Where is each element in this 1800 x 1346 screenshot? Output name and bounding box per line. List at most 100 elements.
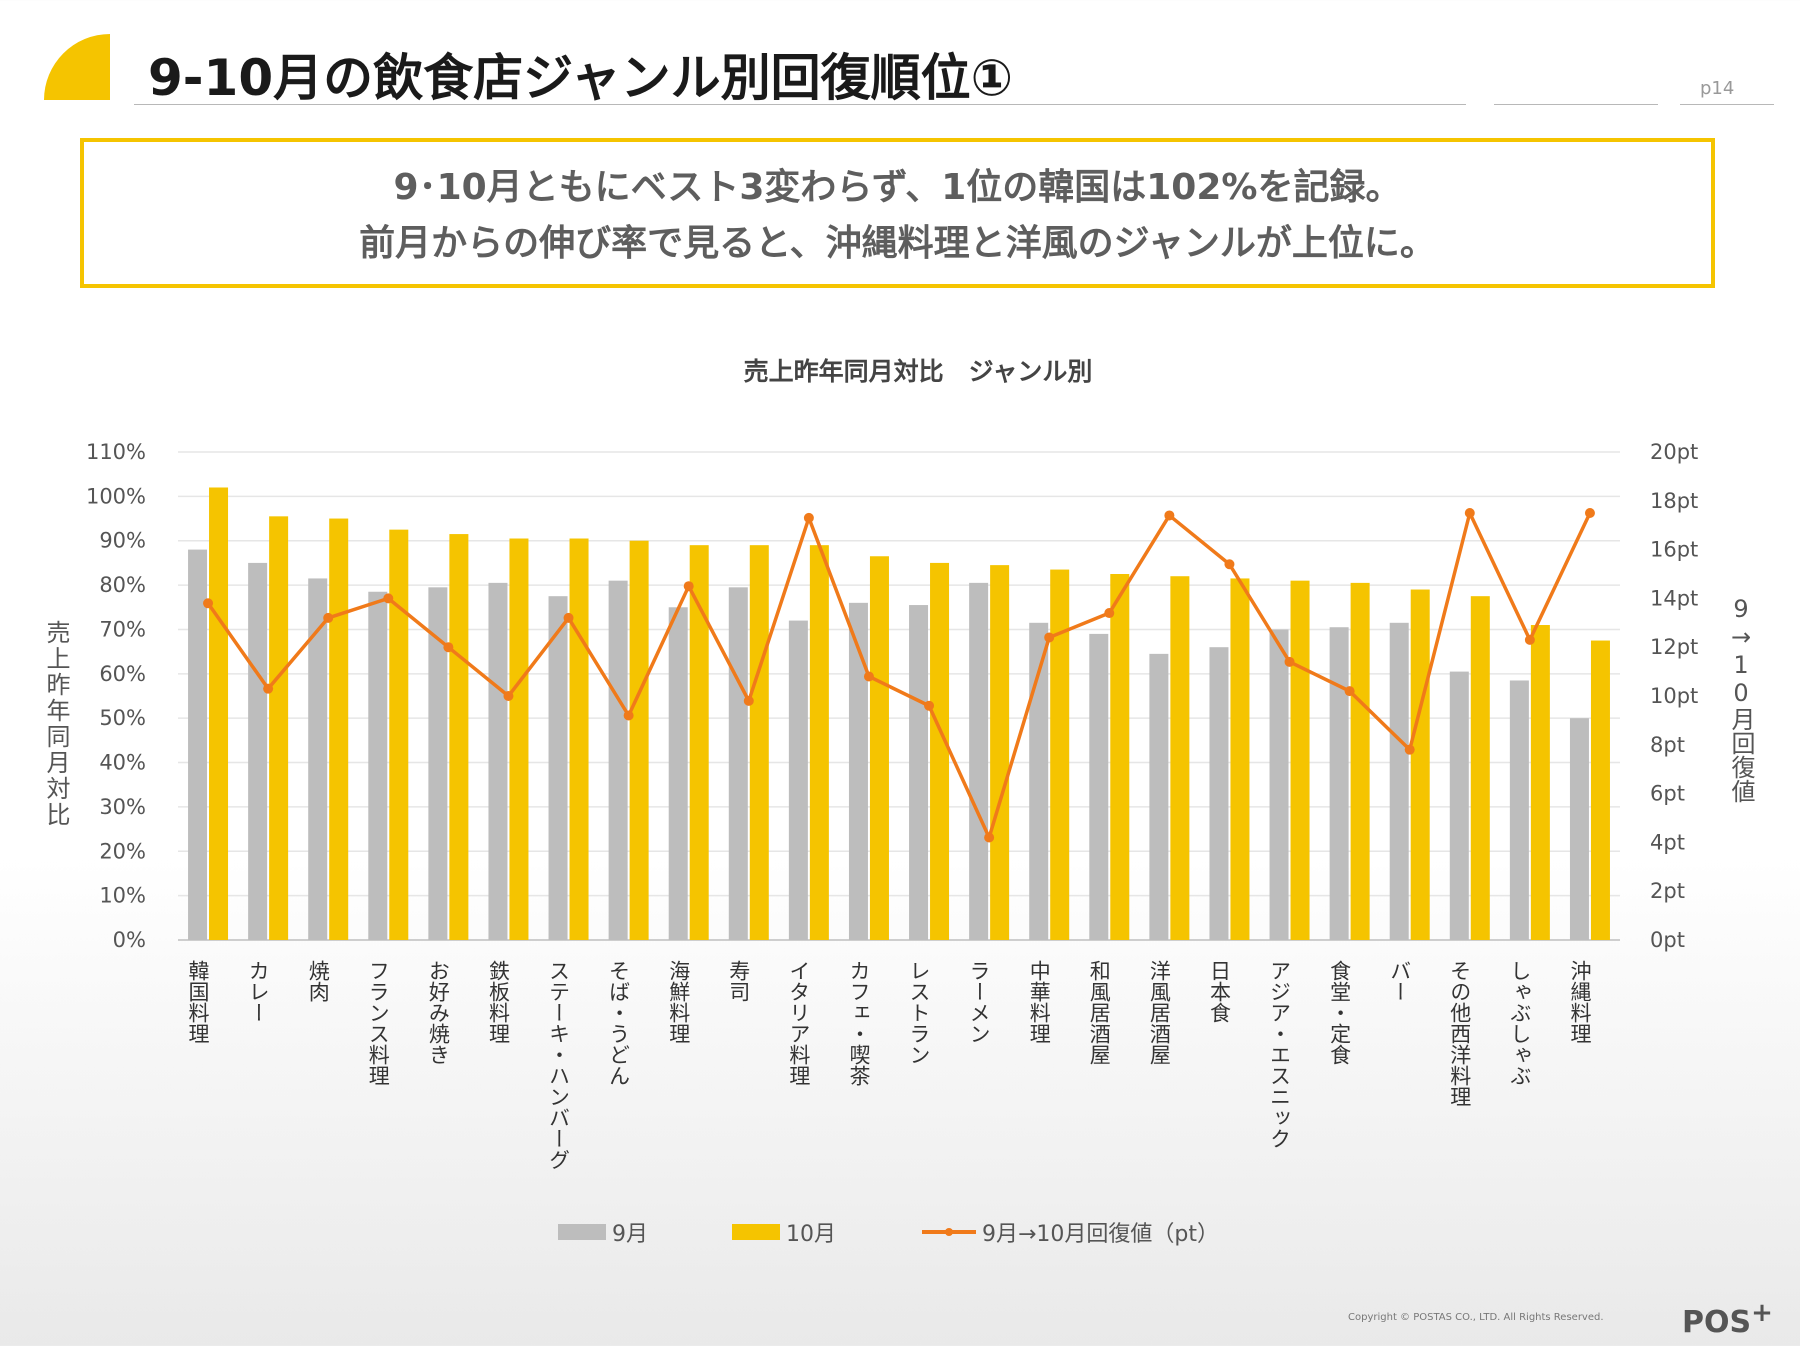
- y-tick-label: 50%: [99, 706, 146, 730]
- x-tick-label: その他西洋料理: [1448, 960, 1472, 1107]
- line-point: [743, 695, 754, 706]
- y-tick-label: 110%: [86, 440, 146, 464]
- y2-tick-label: 20pt: [1650, 440, 1698, 464]
- line-point: [443, 642, 454, 653]
- title-divider-3: [1680, 104, 1774, 105]
- y-axis-title-left: 売上昨年同月対比: [42, 620, 70, 828]
- bar-oct: [629, 540, 649, 940]
- legend-swatch-recovery: [922, 1228, 976, 1236]
- bar-oct: [1350, 582, 1370, 940]
- chart-title: 売上昨年同月対比 ジャンル別: [743, 357, 1093, 386]
- line-point: [563, 612, 574, 623]
- y-tick-label: 100%: [86, 484, 146, 508]
- y-axis-title-right: 9→10月回復値: [1727, 595, 1755, 803]
- line-point: [1584, 508, 1595, 518]
- line-point: [1044, 632, 1055, 643]
- bar-oct: [209, 487, 229, 940]
- bar-sep: [428, 587, 448, 940]
- bar-sep: [848, 602, 868, 940]
- y2-tick-label: 14pt: [1650, 586, 1698, 610]
- x-tick-label: 洋風居酒屋: [1147, 960, 1171, 1065]
- bar-sep: [1209, 647, 1229, 940]
- x-tick-label: 寿司: [727, 960, 751, 1002]
- y2-tick-label: 2pt: [1650, 879, 1685, 903]
- bar-oct: [1110, 574, 1130, 940]
- y2-tick-label: 8pt: [1650, 733, 1685, 757]
- bar-sep: [548, 596, 568, 940]
- line-point: [263, 683, 274, 694]
- legend-label-oct: 10月: [786, 1222, 836, 1247]
- bar-oct: [1530, 625, 1550, 940]
- bar-sep: [1449, 671, 1469, 940]
- legend-swatch-sep: [558, 1224, 606, 1240]
- series-line-recovery: [206, 511, 1592, 840]
- slide-title: 9-10月の飲食店ジャンル別回復順位①: [148, 49, 1013, 107]
- bar-sep: [1389, 622, 1409, 940]
- postas-logo: POS+: [1682, 1298, 1773, 1340]
- y-tick-label: 90%: [99, 529, 146, 553]
- line-point: [1224, 559, 1235, 570]
- line-point: [1284, 656, 1295, 667]
- bar-oct: [389, 529, 409, 940]
- line-point: [1524, 634, 1535, 645]
- bar-oct: [930, 562, 950, 940]
- page-number: p14: [1700, 78, 1735, 99]
- title-divider: [134, 104, 1466, 105]
- bar-oct: [749, 545, 769, 940]
- bar-oct: [569, 538, 589, 940]
- x-tick-label: アジア・エスニック: [1268, 960, 1292, 1149]
- bar-oct: [1170, 576, 1190, 940]
- bar-oct: [1590, 640, 1610, 940]
- bar-sep: [1329, 627, 1349, 940]
- y2-tick-label: 4pt: [1650, 830, 1685, 854]
- bar-sep: [248, 562, 268, 940]
- bar-sep: [608, 580, 628, 940]
- y2-tick-label: 16pt: [1650, 538, 1698, 562]
- bar-oct: [869, 556, 889, 940]
- copyright-text: Copyright © POSTAS CO., LTD. All Rights …: [1348, 1312, 1604, 1323]
- line-point: [683, 581, 694, 592]
- y-tick-label: 20%: [99, 839, 146, 863]
- line-point: [623, 710, 634, 721]
- x-tick-label: 食堂・定食: [1328, 960, 1352, 1065]
- x-tick-label: イタリア料理: [787, 960, 811, 1086]
- bar-oct: [1470, 596, 1490, 940]
- x-tick-label: しゃぶしゃぶ: [1508, 960, 1532, 1086]
- line-point: [803, 512, 814, 523]
- y-tick-label: 70%: [99, 617, 146, 641]
- summary-line-1: 9･10月ともにベスト3変わらず、1位の韓国は102%を記録。: [393, 167, 1402, 208]
- summary-box: 9･10月ともにベスト3変わらず、1位の韓国は102%を記録。 前月からの伸び率…: [80, 138, 1715, 288]
- x-tick-label: レストラン: [907, 960, 931, 1065]
- y-tick-label: 10%: [99, 884, 146, 908]
- x-tick-label: 和風居酒屋: [1087, 960, 1111, 1065]
- bar-oct: [509, 538, 529, 940]
- summary-line-2: 前月からの伸び率で見ると、沖縄料理と洋風のジャンルが上位に。: [359, 223, 1436, 264]
- line-point: [1104, 608, 1115, 619]
- x-tick-label: 海鮮料理: [667, 960, 691, 1044]
- bar-oct: [1410, 589, 1430, 940]
- y-tick-label: 30%: [99, 795, 146, 819]
- x-tick-label: 中華料理: [1027, 960, 1051, 1044]
- bar-oct: [269, 516, 289, 940]
- bar-sep: [1569, 718, 1589, 940]
- legend-swatch-oct: [732, 1224, 780, 1240]
- bar-oct: [1050, 569, 1070, 940]
- bar-sep: [969, 582, 989, 940]
- line-point: [924, 700, 935, 711]
- x-tick-label: カフェ・喫茶: [847, 960, 871, 1086]
- x-tick-label: ステーキ・ハンバーグ: [547, 960, 571, 1170]
- bar-oct: [449, 534, 469, 940]
- y2-tick-label: 12pt: [1650, 635, 1698, 659]
- bar-sep: [788, 620, 808, 940]
- line-point: [1404, 744, 1415, 755]
- bar-sep: [1029, 622, 1049, 940]
- bar-sep: [1089, 633, 1109, 940]
- x-tick-label: 沖縄料理: [1568, 960, 1592, 1044]
- x-tick-label: 焼肉: [306, 960, 330, 1002]
- y2-tick-label: 0pt: [1650, 928, 1685, 952]
- x-tick-label: 韓国料理: [186, 960, 210, 1044]
- line-point: [1464, 508, 1475, 518]
- y-tick-label: 0%: [113, 928, 146, 952]
- legend-item-oct: 10月: [732, 1216, 836, 1248]
- bar-sep: [909, 605, 929, 940]
